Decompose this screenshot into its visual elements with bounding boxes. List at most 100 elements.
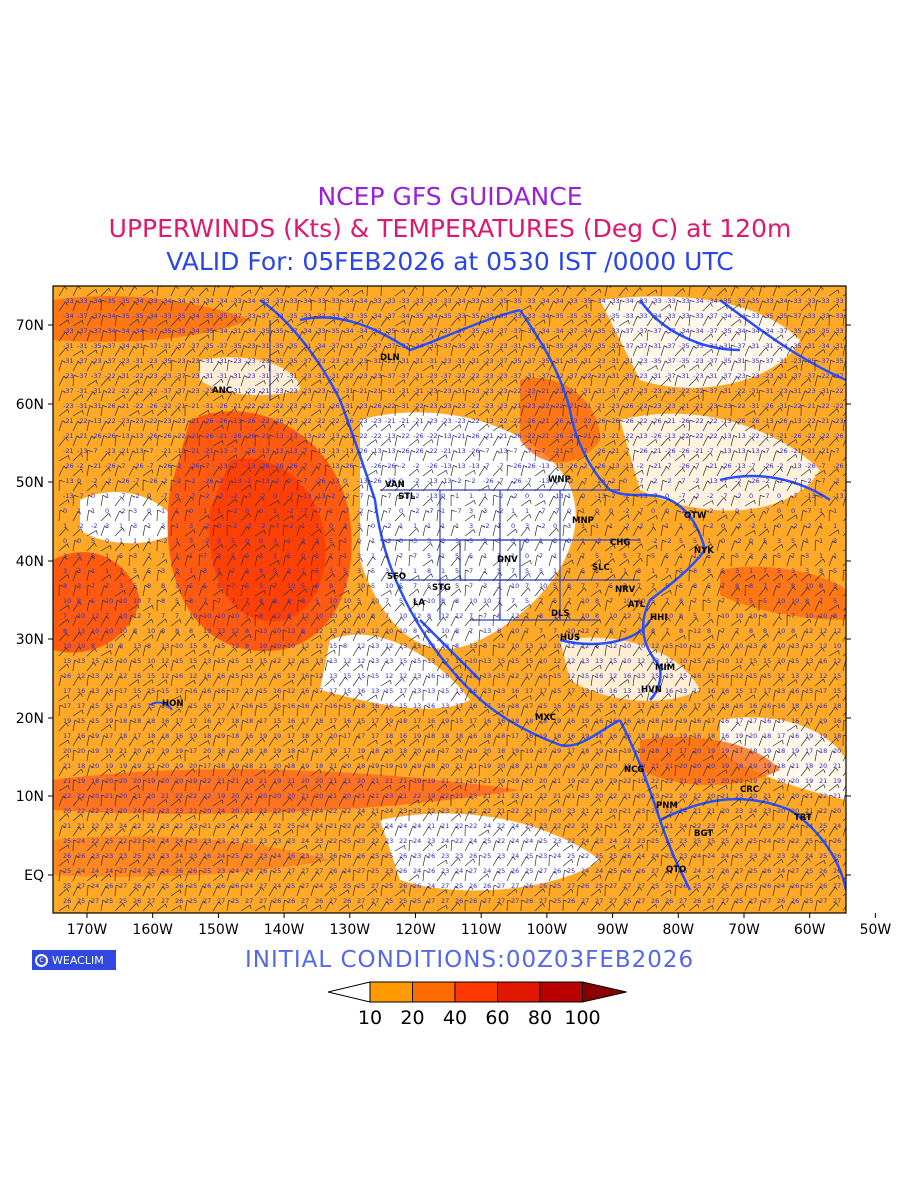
temperature-value: -34 (399, 327, 410, 335)
wind-barb (310, 286, 317, 297)
wind-barb-flag (852, 590, 853, 594)
temperature-value: -34 (301, 297, 312, 305)
wind-barb-flag (190, 316, 194, 320)
wind-barb-flag (637, 315, 641, 319)
temperature-value: -34 (553, 327, 564, 335)
wind-barb (576, 333, 586, 342)
wind-barb (506, 288, 516, 297)
wind-barb (660, 286, 663, 297)
temperature-value: -35 (329, 327, 340, 335)
wind-barb (226, 331, 233, 342)
wind-barb (632, 332, 641, 342)
wind-barb-flag (681, 331, 685, 336)
wind-barb-flag (628, 320, 630, 325)
wind-barb (142, 301, 149, 312)
wind-barb (688, 300, 691, 312)
wind-barb (478, 286, 483, 297)
wind-barb-flag (431, 333, 434, 338)
wind-barb (310, 315, 316, 327)
wind-barb (562, 319, 573, 327)
wind-barb (394, 304, 405, 312)
wind-barb (772, 334, 783, 342)
wind-barb-flag (816, 299, 821, 303)
temperature-value: -33 (147, 297, 158, 305)
wind-barb (548, 288, 558, 297)
wind-barb (548, 315, 551, 327)
wind-barb-flag (444, 288, 448, 293)
wind-barb (58, 286, 65, 297)
wind-barb-flag (165, 319, 168, 324)
wind-barb (128, 301, 136, 312)
wind-barb-flag (852, 395, 853, 399)
wind-barb (436, 330, 441, 342)
wind-barb (604, 317, 613, 327)
wind-barb-flag (852, 844, 853, 848)
wind-barb-flag (285, 329, 290, 333)
temperature-value: -35 (581, 312, 592, 320)
temperature-value: -37 (707, 312, 718, 320)
wind-barb-flag (541, 302, 545, 306)
temperature-value: -33 (231, 297, 242, 305)
temperature-value: -34 (735, 327, 746, 335)
wind-barb-flag (291, 318, 294, 323)
wind-barb (576, 319, 587, 327)
wind-barb-flag (851, 528, 853, 532)
wind-barb (828, 331, 836, 342)
wind-barb (450, 333, 460, 342)
wind-barb-flag (439, 315, 444, 318)
temperature-value: -37 (91, 327, 102, 335)
wind-barb (72, 300, 77, 312)
wind-barb (114, 330, 117, 342)
wind-barb (786, 300, 789, 312)
wind-barb (520, 305, 531, 312)
wind-barb (380, 331, 388, 342)
wind-barb-flag (540, 331, 544, 335)
temperature-value: -33 (511, 312, 522, 320)
wind-barb-flag (507, 299, 512, 302)
temperature-value: -35 (511, 297, 522, 305)
wind-barb-flag (133, 330, 138, 335)
wind-barb-flag (311, 299, 316, 302)
temperature-value: -33 (609, 297, 620, 305)
wind-barb (170, 300, 174, 312)
wind-barb (674, 316, 681, 327)
wind-barb-flag (850, 602, 852, 605)
wind-barb-flag (261, 331, 265, 336)
temperature-value: -35 (441, 312, 452, 320)
wind-barb-flag (207, 334, 210, 339)
temperature-value: -35 (119, 312, 130, 320)
wind-barb-flag (82, 350, 84, 355)
temperature-value: -35 (175, 312, 186, 320)
wind-barb (254, 303, 264, 312)
temperature-value: -34 (63, 312, 74, 320)
wind-barb-flag (325, 299, 330, 302)
temperature-value: -35 (469, 312, 480, 320)
wind-barb-flag (848, 631, 851, 634)
wind-barb-flag (778, 316, 782, 320)
temperature-value: -37 (329, 342, 340, 350)
temperature-value: -31 (133, 342, 144, 350)
wind-barb-flag (394, 329, 399, 332)
wind-barb (422, 286, 424, 297)
wind-barb-flag (386, 331, 390, 335)
temperature-value: -33 (833, 297, 844, 305)
temperature-value: -33 (679, 297, 690, 305)
wind-barb (324, 286, 331, 297)
wind-barb-flag (851, 649, 852, 653)
temperature-value: -33 (819, 312, 830, 320)
wind-barb-flag (621, 330, 626, 333)
temperature-value: -35 (735, 297, 746, 305)
wind-barb (744, 330, 747, 342)
wind-barb (730, 286, 736, 297)
wind-barb (212, 302, 221, 312)
wind-barb (534, 302, 543, 312)
temperature-value: -33 (315, 327, 326, 335)
temperature-value: -33 (525, 297, 536, 305)
wind-barb (814, 286, 822, 297)
wind-barb (506, 317, 515, 327)
temperature-value: -33 (161, 312, 172, 320)
wind-barb-flag (314, 315, 319, 319)
wind-barb (408, 286, 416, 297)
wind-barb-flag (412, 330, 417, 334)
temperature-value: -35 (273, 342, 284, 350)
